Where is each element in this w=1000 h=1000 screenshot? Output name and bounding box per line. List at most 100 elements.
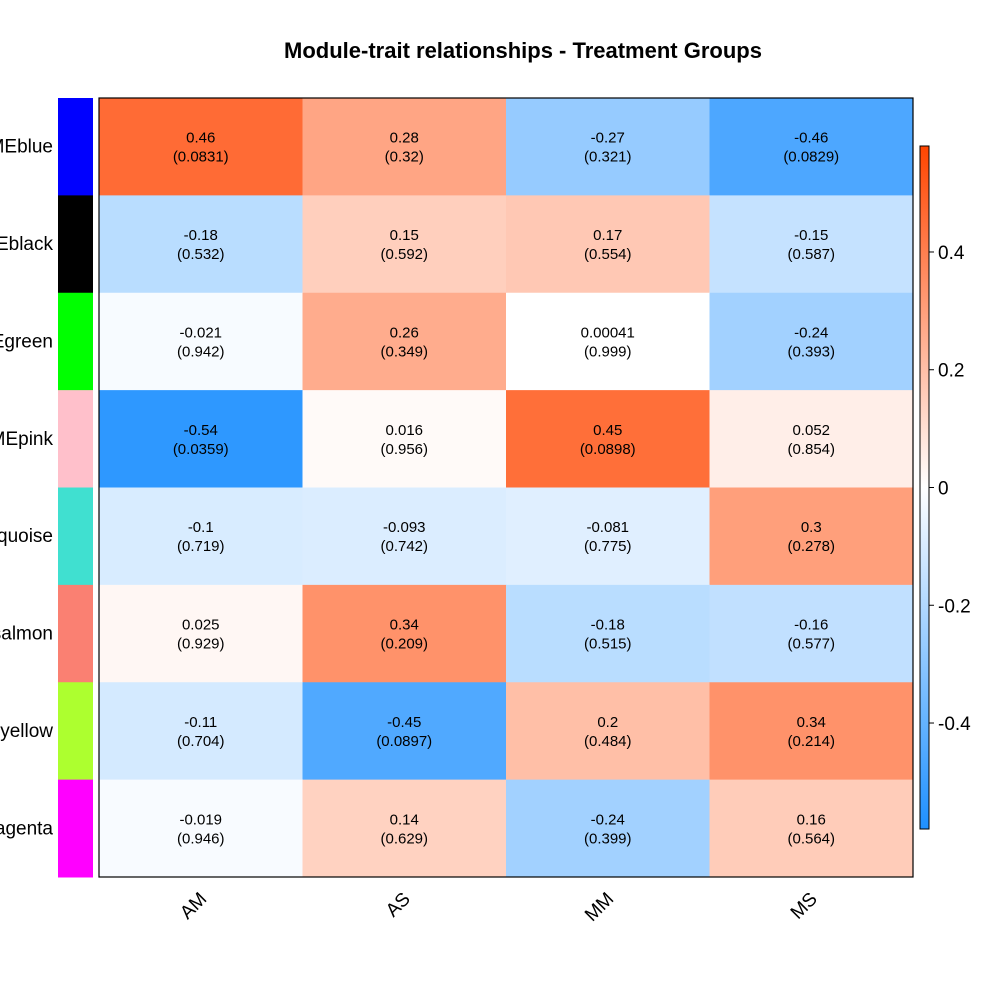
row-label-2: MEgreen xyxy=(0,331,53,352)
cell-value-3-2: 0.45 xyxy=(593,422,622,439)
cell-value-7-2: -0.24 xyxy=(591,811,625,828)
cell-value-5-0: 0.025 xyxy=(182,617,220,634)
cell-pvalue-7-3: (0.564) xyxy=(787,830,835,847)
cell-value-5-2: -0.18 xyxy=(591,617,625,634)
cell-5-2 xyxy=(506,584,710,683)
row-label-0: MEblue xyxy=(0,137,53,158)
colorbar-tick-label-1: 0.2 xyxy=(938,361,964,382)
cell-4-0 xyxy=(99,487,303,586)
row-swatch-2 xyxy=(58,292,93,391)
cell-1-1 xyxy=(302,195,507,294)
cell-pvalue-0-2: (0.321) xyxy=(584,149,632,166)
colorbar-gradient xyxy=(919,145,930,830)
cell-pvalue-0-3: (0.0829) xyxy=(783,149,839,166)
cell-0-2 xyxy=(506,98,710,196)
colorbar-tick-label-2: 0 xyxy=(938,479,949,500)
cell-pvalue-1-0: (0.532) xyxy=(177,246,225,263)
cell-value-1-0: -0.18 xyxy=(184,227,218,244)
cell-1-3 xyxy=(709,195,914,294)
cell-value-4-1: -0.093 xyxy=(383,519,426,536)
cell-pvalue-4-3: (0.278) xyxy=(787,538,835,555)
column-labels: AM AS MM MS xyxy=(176,889,822,926)
cell-pvalue-5-2: (0.515) xyxy=(584,636,632,653)
cell-7-3 xyxy=(709,779,914,878)
cell-value-7-0: -0.019 xyxy=(179,811,222,828)
cell-pvalue-2-3: (0.393) xyxy=(787,343,835,360)
cell-value-5-1: 0.34 xyxy=(390,617,419,634)
row-label-3: MEpink xyxy=(0,429,53,450)
cell-0-1 xyxy=(302,98,507,196)
cell-value-0-0: 0.46 xyxy=(186,130,215,147)
cell-pvalue-4-2: (0.775) xyxy=(584,538,632,555)
cell-value-2-2: 0.00041 xyxy=(581,324,635,341)
cell-3-2 xyxy=(506,390,710,488)
row-swatch-7 xyxy=(58,779,93,878)
cell-value-1-1: 0.15 xyxy=(390,227,419,244)
heatmap-cells: 0.46 (0.0831) 0.28 (0.32) -0.27 (0.321) -0.46 (… xyxy=(99,98,914,878)
colorbar-tick-label-4: -0.4 xyxy=(938,714,971,735)
cell-7-0 xyxy=(99,779,303,878)
cell-6-0 xyxy=(99,682,303,781)
cell-6-3 xyxy=(709,682,914,781)
cell-value-6-2: 0.2 xyxy=(597,714,618,731)
cell-value-2-3: -0.24 xyxy=(794,324,828,341)
cell-pvalue-6-1: (0.0897) xyxy=(376,733,432,750)
cell-value-1-2: 0.17 xyxy=(593,227,622,244)
cell-pvalue-1-3: (0.587) xyxy=(787,246,835,263)
row-swatch-4 xyxy=(58,487,93,586)
cell-pvalue-3-1: (0.956) xyxy=(380,441,428,458)
cell-pvalue-0-1: (0.32) xyxy=(385,149,424,166)
cell-value-4-3: 0.3 xyxy=(801,519,822,536)
cell-value-6-3: 0.34 xyxy=(797,714,826,731)
cell-value-7-1: 0.14 xyxy=(390,811,419,828)
colorbar-tick-label-0: 0.4 xyxy=(938,243,965,264)
row-labels: MEblue MEblack MEgreen MEpink MEturquoise MEs… xyxy=(0,137,53,840)
cell-value-5-3: -0.16 xyxy=(794,617,828,634)
cell-pvalue-4-1: (0.742) xyxy=(380,538,428,555)
cell-2-2 xyxy=(506,292,710,391)
cell-pvalue-4-0: (0.719) xyxy=(177,538,225,555)
cell-value-2-1: 0.26 xyxy=(390,324,419,341)
cell-0-3 xyxy=(709,98,914,196)
row-swatch-0 xyxy=(58,98,93,196)
cell-pvalue-3-0: (0.0359) xyxy=(173,441,229,458)
cell-5-1 xyxy=(302,584,507,683)
cell-2-0 xyxy=(99,292,303,391)
cell-5-0 xyxy=(99,584,303,683)
row-swatch-3 xyxy=(58,390,93,488)
cell-4-1 xyxy=(302,487,507,586)
row-label-1: MEblack xyxy=(0,234,53,255)
cell-4-2 xyxy=(506,487,710,586)
cell-pvalue-2-2: (0.999) xyxy=(584,343,632,360)
cell-value-4-0: -0.1 xyxy=(188,519,214,536)
row-label-7: MEmagenta xyxy=(0,818,53,839)
cell-pvalue-7-0: (0.946) xyxy=(177,830,225,847)
cell-7-2 xyxy=(506,779,710,878)
cell-value-7-3: 0.16 xyxy=(797,811,826,828)
row-swatch-1 xyxy=(58,195,93,294)
cell-pvalue-3-2: (0.0898) xyxy=(580,441,636,458)
cell-pvalue-1-1: (0.592) xyxy=(380,246,428,263)
chart-title: Module-trait relationships - Treatment G… xyxy=(284,38,762,63)
cell-1-0 xyxy=(99,195,303,294)
cell-value-4-2: -0.081 xyxy=(586,519,629,536)
column-label-3: MS xyxy=(787,889,822,924)
cell-3-0 xyxy=(99,390,303,488)
cell-pvalue-2-0: (0.942) xyxy=(177,343,225,360)
cell-7-1 xyxy=(302,779,507,878)
cell-pvalue-7-1: (0.629) xyxy=(380,830,428,847)
column-label-2: MM xyxy=(581,889,618,926)
cell-6-1 xyxy=(302,682,507,781)
cell-pvalue-6-3: (0.214) xyxy=(787,733,835,750)
cell-pvalue-0-0: (0.0831) xyxy=(173,149,229,166)
cell-2-3 xyxy=(709,292,914,391)
cell-1-2 xyxy=(506,195,710,294)
row-label-4: MEturquoise xyxy=(0,526,53,547)
cell-3-1 xyxy=(302,390,507,488)
cell-pvalue-1-2: (0.554) xyxy=(584,246,632,263)
row-color-swatches xyxy=(58,98,93,878)
cell-4-3 xyxy=(709,487,914,586)
cell-0-0 xyxy=(99,98,303,196)
cell-3-3 xyxy=(709,390,914,488)
